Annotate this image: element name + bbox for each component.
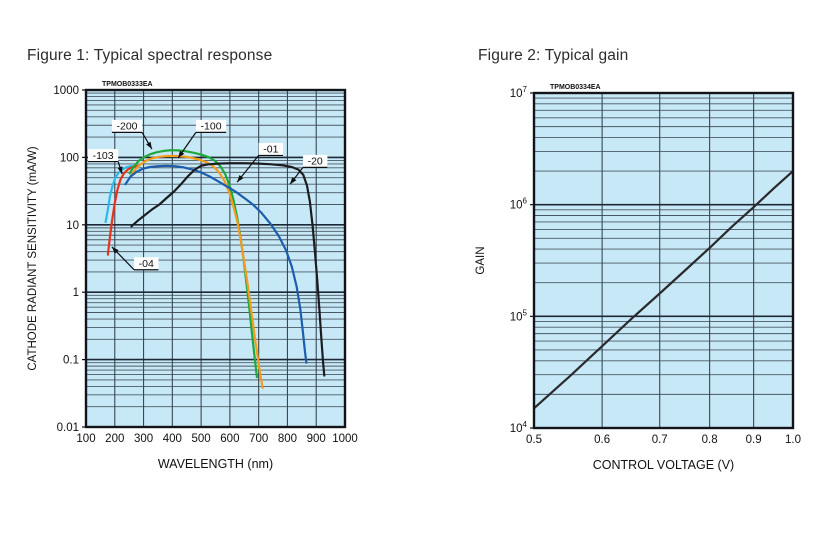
y-tick-label: 0.01 (57, 422, 79, 434)
callout-arrowhead (146, 141, 152, 150)
x-tick-label: 800 (278, 433, 297, 445)
callout-box (111, 119, 143, 133)
x-tick-label: 500 (192, 433, 211, 445)
plot-border (532, 91, 795, 430)
y-tick-label: 1 (73, 287, 79, 299)
x-tick-label: 300 (134, 433, 153, 445)
x-tick-label: 600 (220, 433, 239, 445)
callout-label: -100 (201, 121, 222, 133)
callout-arrowhead (237, 175, 244, 183)
series--100-curve (129, 154, 264, 389)
callout-box (88, 149, 119, 162)
y-tick-label: 107 (510, 85, 528, 100)
x-tick-label: 400 (163, 433, 182, 445)
series--01-curve (124, 164, 308, 364)
figure1-title: Figure 1: Typical spectral response (27, 47, 273, 64)
y-axis-title: GAIN (475, 246, 487, 274)
callout-box (302, 154, 328, 168)
callout-label: -01 (263, 144, 278, 156)
x-tick-label: 0.7 (652, 434, 668, 446)
callout-label: -103 (93, 150, 114, 162)
callout-box (195, 119, 227, 133)
x-tick-label: 1000 (332, 433, 358, 445)
x-tick-label: 1.0 (785, 434, 801, 446)
plot-border (84, 88, 347, 429)
y-tick-label: 104 (510, 420, 528, 435)
x-tick-label: 200 (105, 433, 124, 445)
callout-label: -20 (308, 156, 323, 168)
callout-box (258, 142, 284, 156)
figure2-title: Figure 2: Typical gain (478, 47, 629, 64)
y-tick-label: 100 (60, 152, 79, 164)
x-tick-label: 700 (249, 433, 268, 445)
callout-arrowhead (111, 246, 119, 254)
chart-code-label: TPMOB0334EA (550, 84, 601, 91)
callout-box (134, 257, 159, 270)
y-axis-title: CATHODE RADIANT SENSITIVITY (mA/W) (27, 146, 39, 370)
x-tick-label: 900 (307, 433, 326, 445)
callout-arrowhead (117, 166, 123, 174)
x-tick-label: 0.8 (702, 434, 718, 446)
callout-label: -04 (139, 258, 154, 270)
callout-arrowhead (178, 150, 185, 158)
y-tick-label: 105 (510, 308, 528, 323)
y-tick-label: 1000 (53, 85, 79, 97)
x-tick-label: 0.6 (594, 434, 610, 446)
y-tick-label: 0.1 (63, 355, 79, 367)
x-axis-title: CONTROL VOLTAGE (V) (593, 458, 734, 472)
plot-background (534, 93, 793, 428)
series-gain-curve (532, 170, 795, 410)
y-tick-label: 10 (66, 220, 79, 232)
y-tick-label: 106 (510, 197, 528, 212)
callout-arrowhead (290, 177, 297, 185)
chart-code-label: TPMOB0333EA (102, 81, 153, 88)
x-tick-label: 0.9 (746, 434, 762, 446)
x-tick-label: 0.5 (526, 434, 542, 446)
x-tick-label: 100 (76, 433, 95, 445)
plot-background (86, 90, 345, 427)
x-axis-title: WAVELENGTH (nm) (158, 457, 273, 471)
callout-label: -200 (116, 121, 137, 133)
